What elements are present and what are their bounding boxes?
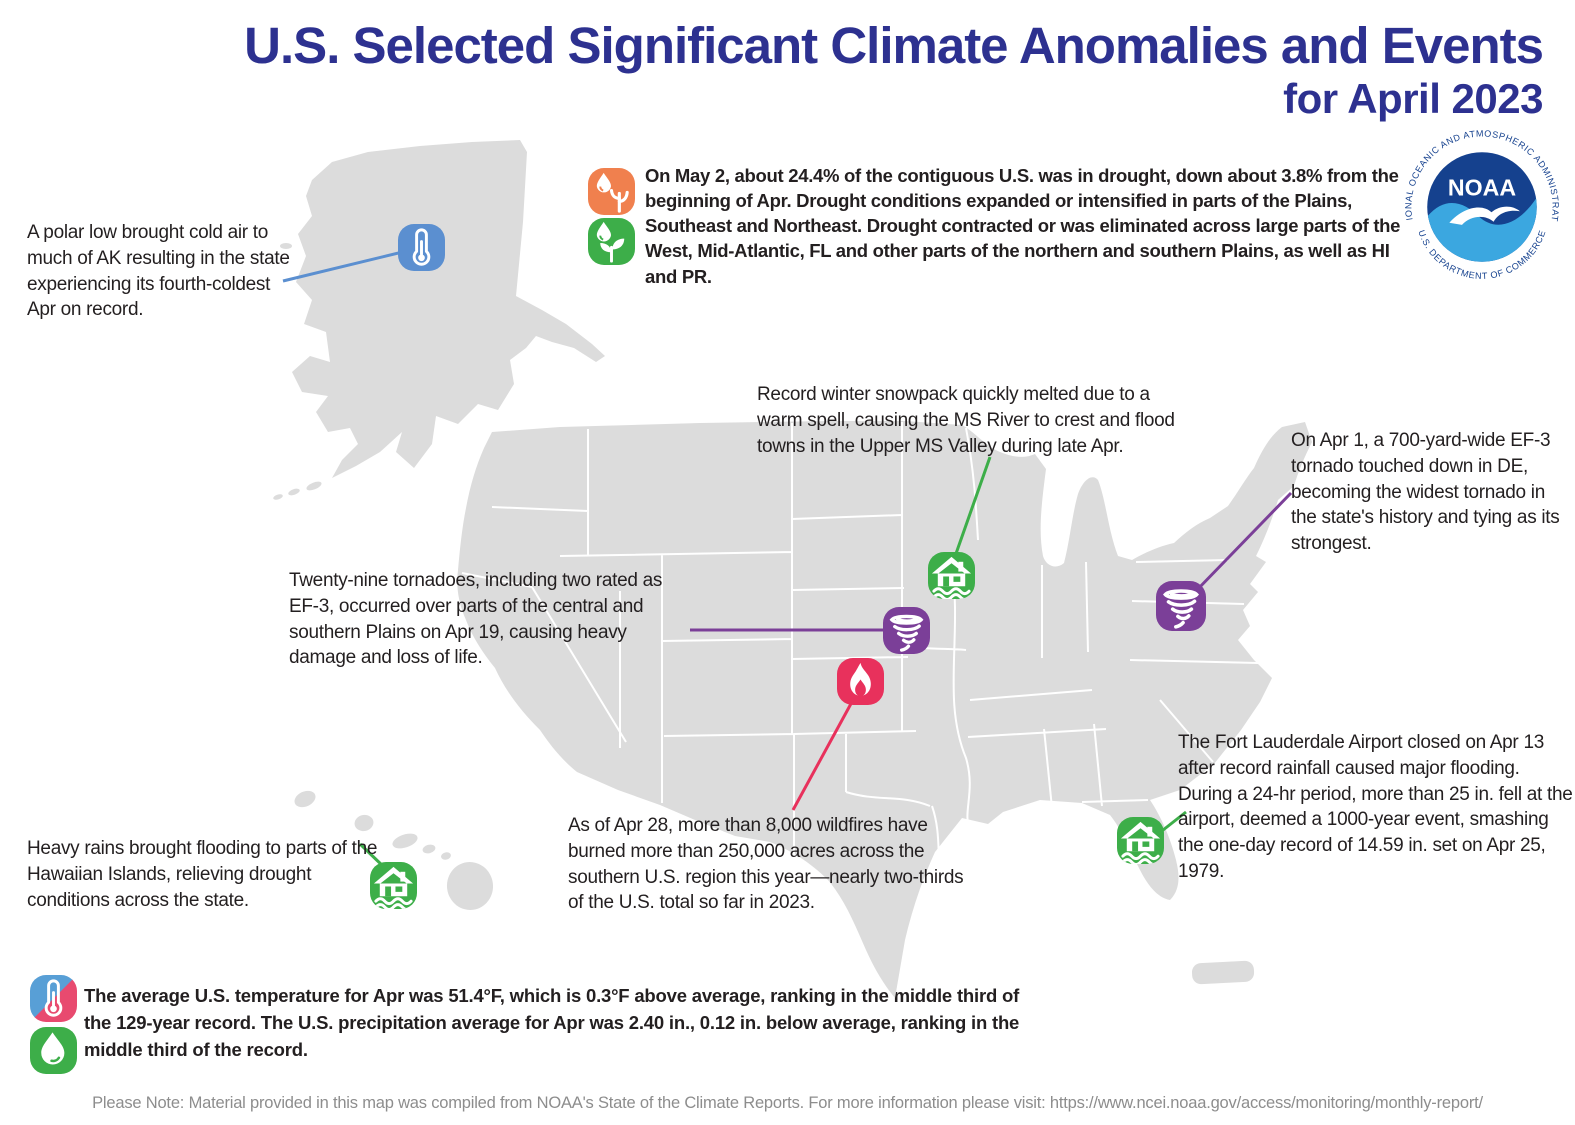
callout-ms-river-flood: Record winter snowpack quickly melted du… [757, 384, 1175, 457]
page-title-line2: for April 2023 [1283, 75, 1543, 123]
leader-line-alaska [282, 247, 416, 283]
precipitation-drop-icon [30, 1027, 77, 1074]
callout-plains-tornadoes: Twenty-nine tornadoes, including two rat… [289, 570, 663, 669]
callout-hawaii-flood: Heavy rains brought flooding to parts of… [27, 838, 378, 911]
tornado-icon-plains [883, 607, 930, 654]
page-title: U.S. Selected Significant Climate Anomal… [244, 16, 1544, 124]
wet-sprout-icon [588, 218, 635, 265]
map-hawaii [294, 790, 494, 910]
map-alaska [292, 140, 605, 478]
leader-line-wildfires [791, 699, 855, 811]
noaa-logo-wave [1427, 197, 1537, 262]
callout-drought: On May 2, about 24.4% of the contiguous … [645, 165, 1401, 287]
noaa-logo-seagull [1449, 206, 1520, 225]
tornado-icon-delaware [1156, 581, 1206, 631]
callout-de-tornado: On Apr 1, a 700-yard-wide EF-3 tornado t… [1291, 430, 1560, 555]
state-borders [461, 422, 1259, 885]
page-title-line1: U.S. Selected Significant Climate Anomal… [244, 17, 1544, 74]
flood-icon-wisconsin [928, 552, 975, 599]
footer-note: Please Note: Material provided in this m… [92, 1094, 1483, 1112]
thermometer-cold-icon [398, 224, 445, 271]
map-puerto-rico [1191, 960, 1255, 985]
noaa-logo-acronym: NOAA [1448, 174, 1516, 200]
callout-wildfires: As of Apr 28, more than 8,000 wildfires … [568, 815, 964, 914]
map-contiguous-us [457, 421, 1312, 998]
callout-alaska-cold: A polar low brought cold air to much of … [27, 222, 290, 321]
flood-icon-florida [1117, 817, 1164, 864]
noaa-logo: NOAA NATIONAL OCEANIC AND ATMOSPHERIC AD… [1399, 120, 1561, 286]
summary-text: The average U.S. temperature for Apr was… [84, 985, 1020, 1060]
fire-icon [837, 658, 884, 705]
callout-ft-lauderdale-flood: The Fort Lauderdale Airport closed on Ap… [1178, 732, 1573, 883]
leader-line-de-tornado [1193, 491, 1293, 594]
flood-icon-hawaii [370, 862, 417, 909]
thermometer-average-icon [30, 975, 77, 1022]
leader-line-ms-flood [950, 456, 992, 566]
drought-icon [588, 168, 635, 215]
